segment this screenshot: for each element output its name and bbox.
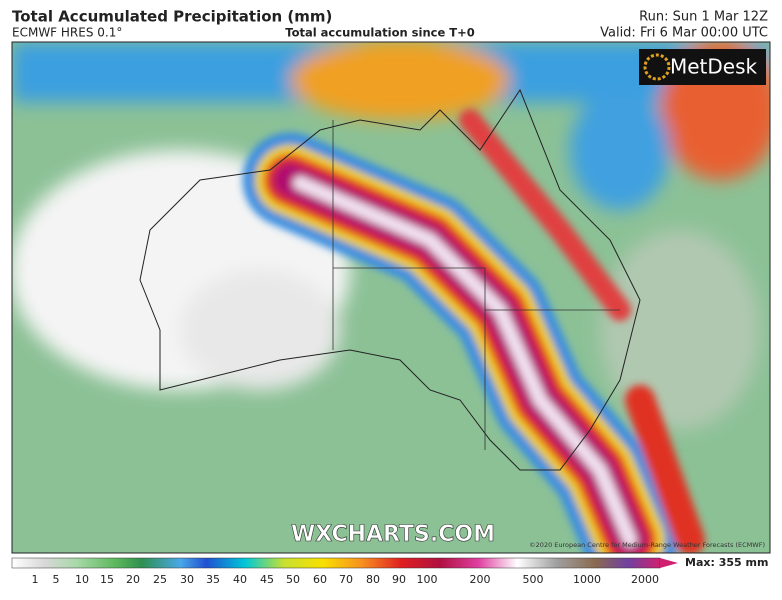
colorbar-label: 35 — [206, 573, 220, 586]
map: MetDesk WXCHARTS.COM ©2020 European Cent… — [12, 42, 770, 553]
colorbar-labels: 1 5 10 15 20 25 30 35 40 45 50 60 70 80 90 100 200 500 100… — [32, 573, 660, 586]
logo: MetDesk — [670, 55, 758, 79]
title: Total Accumulated Precipitation (mm) — [12, 8, 332, 26]
colorbar-label: 200 — [470, 573, 491, 586]
colorbar-label: 30 — [180, 573, 194, 586]
watermark: WXCHARTS.COM — [291, 522, 495, 547]
colorbar-label: 2000 — [631, 573, 659, 586]
colorbar-arrow — [660, 558, 678, 568]
valid: Valid: Fri 6 Mar 00:00 UTC — [600, 26, 768, 41]
colorbar-label: 70 — [339, 573, 353, 586]
colorbar-label: 25 — [153, 573, 167, 586]
colorbar-label: 15 — [100, 573, 114, 586]
colorbar-label: 1000 — [573, 573, 601, 586]
colorbar-label: 60 — [313, 573, 327, 586]
run: Run: Sun 1 Mar 12Z — [639, 10, 768, 25]
subtitle: Total accumulation since T+0 — [285, 26, 474, 40]
colorbar — [11, 557, 661, 569]
map-frame — [11, 41, 771, 554]
colorbar-label: 45 — [260, 573, 274, 586]
model: ECMWF HRES 0.1° — [12, 26, 122, 40]
max-label: Max: 355 mm — [685, 556, 768, 569]
colorbar-label: 1 — [32, 573, 39, 586]
colorbar-label: 90 — [392, 573, 406, 586]
colorbar-label: 40 — [233, 573, 247, 586]
colorbar-label: 50 — [286, 573, 300, 586]
colorbar-label: 5 — [53, 573, 60, 586]
colorbar-label: 10 — [75, 573, 89, 586]
copyright: ©2020 European Centre for Medium-Range W… — [529, 541, 765, 549]
colorbar-label: 500 — [523, 573, 544, 586]
colorbar-label: 100 — [417, 573, 438, 586]
colorbar-label: 80 — [366, 573, 380, 586]
colorbar-label: 20 — [126, 573, 140, 586]
